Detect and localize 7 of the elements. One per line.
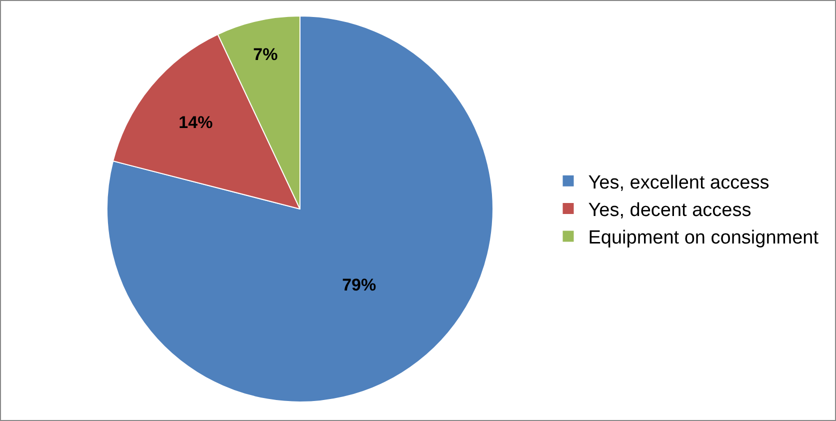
data-label: 7% [253,44,278,64]
data-label: 14% [178,113,213,132]
legend-label: Equipment on consignment [588,228,820,249]
legend-label: Yes, excellent access [588,172,770,194]
data-label: 79% [342,276,376,295]
pie-slice [106,16,494,402]
legend-label: Yes, decent access [588,200,752,221]
